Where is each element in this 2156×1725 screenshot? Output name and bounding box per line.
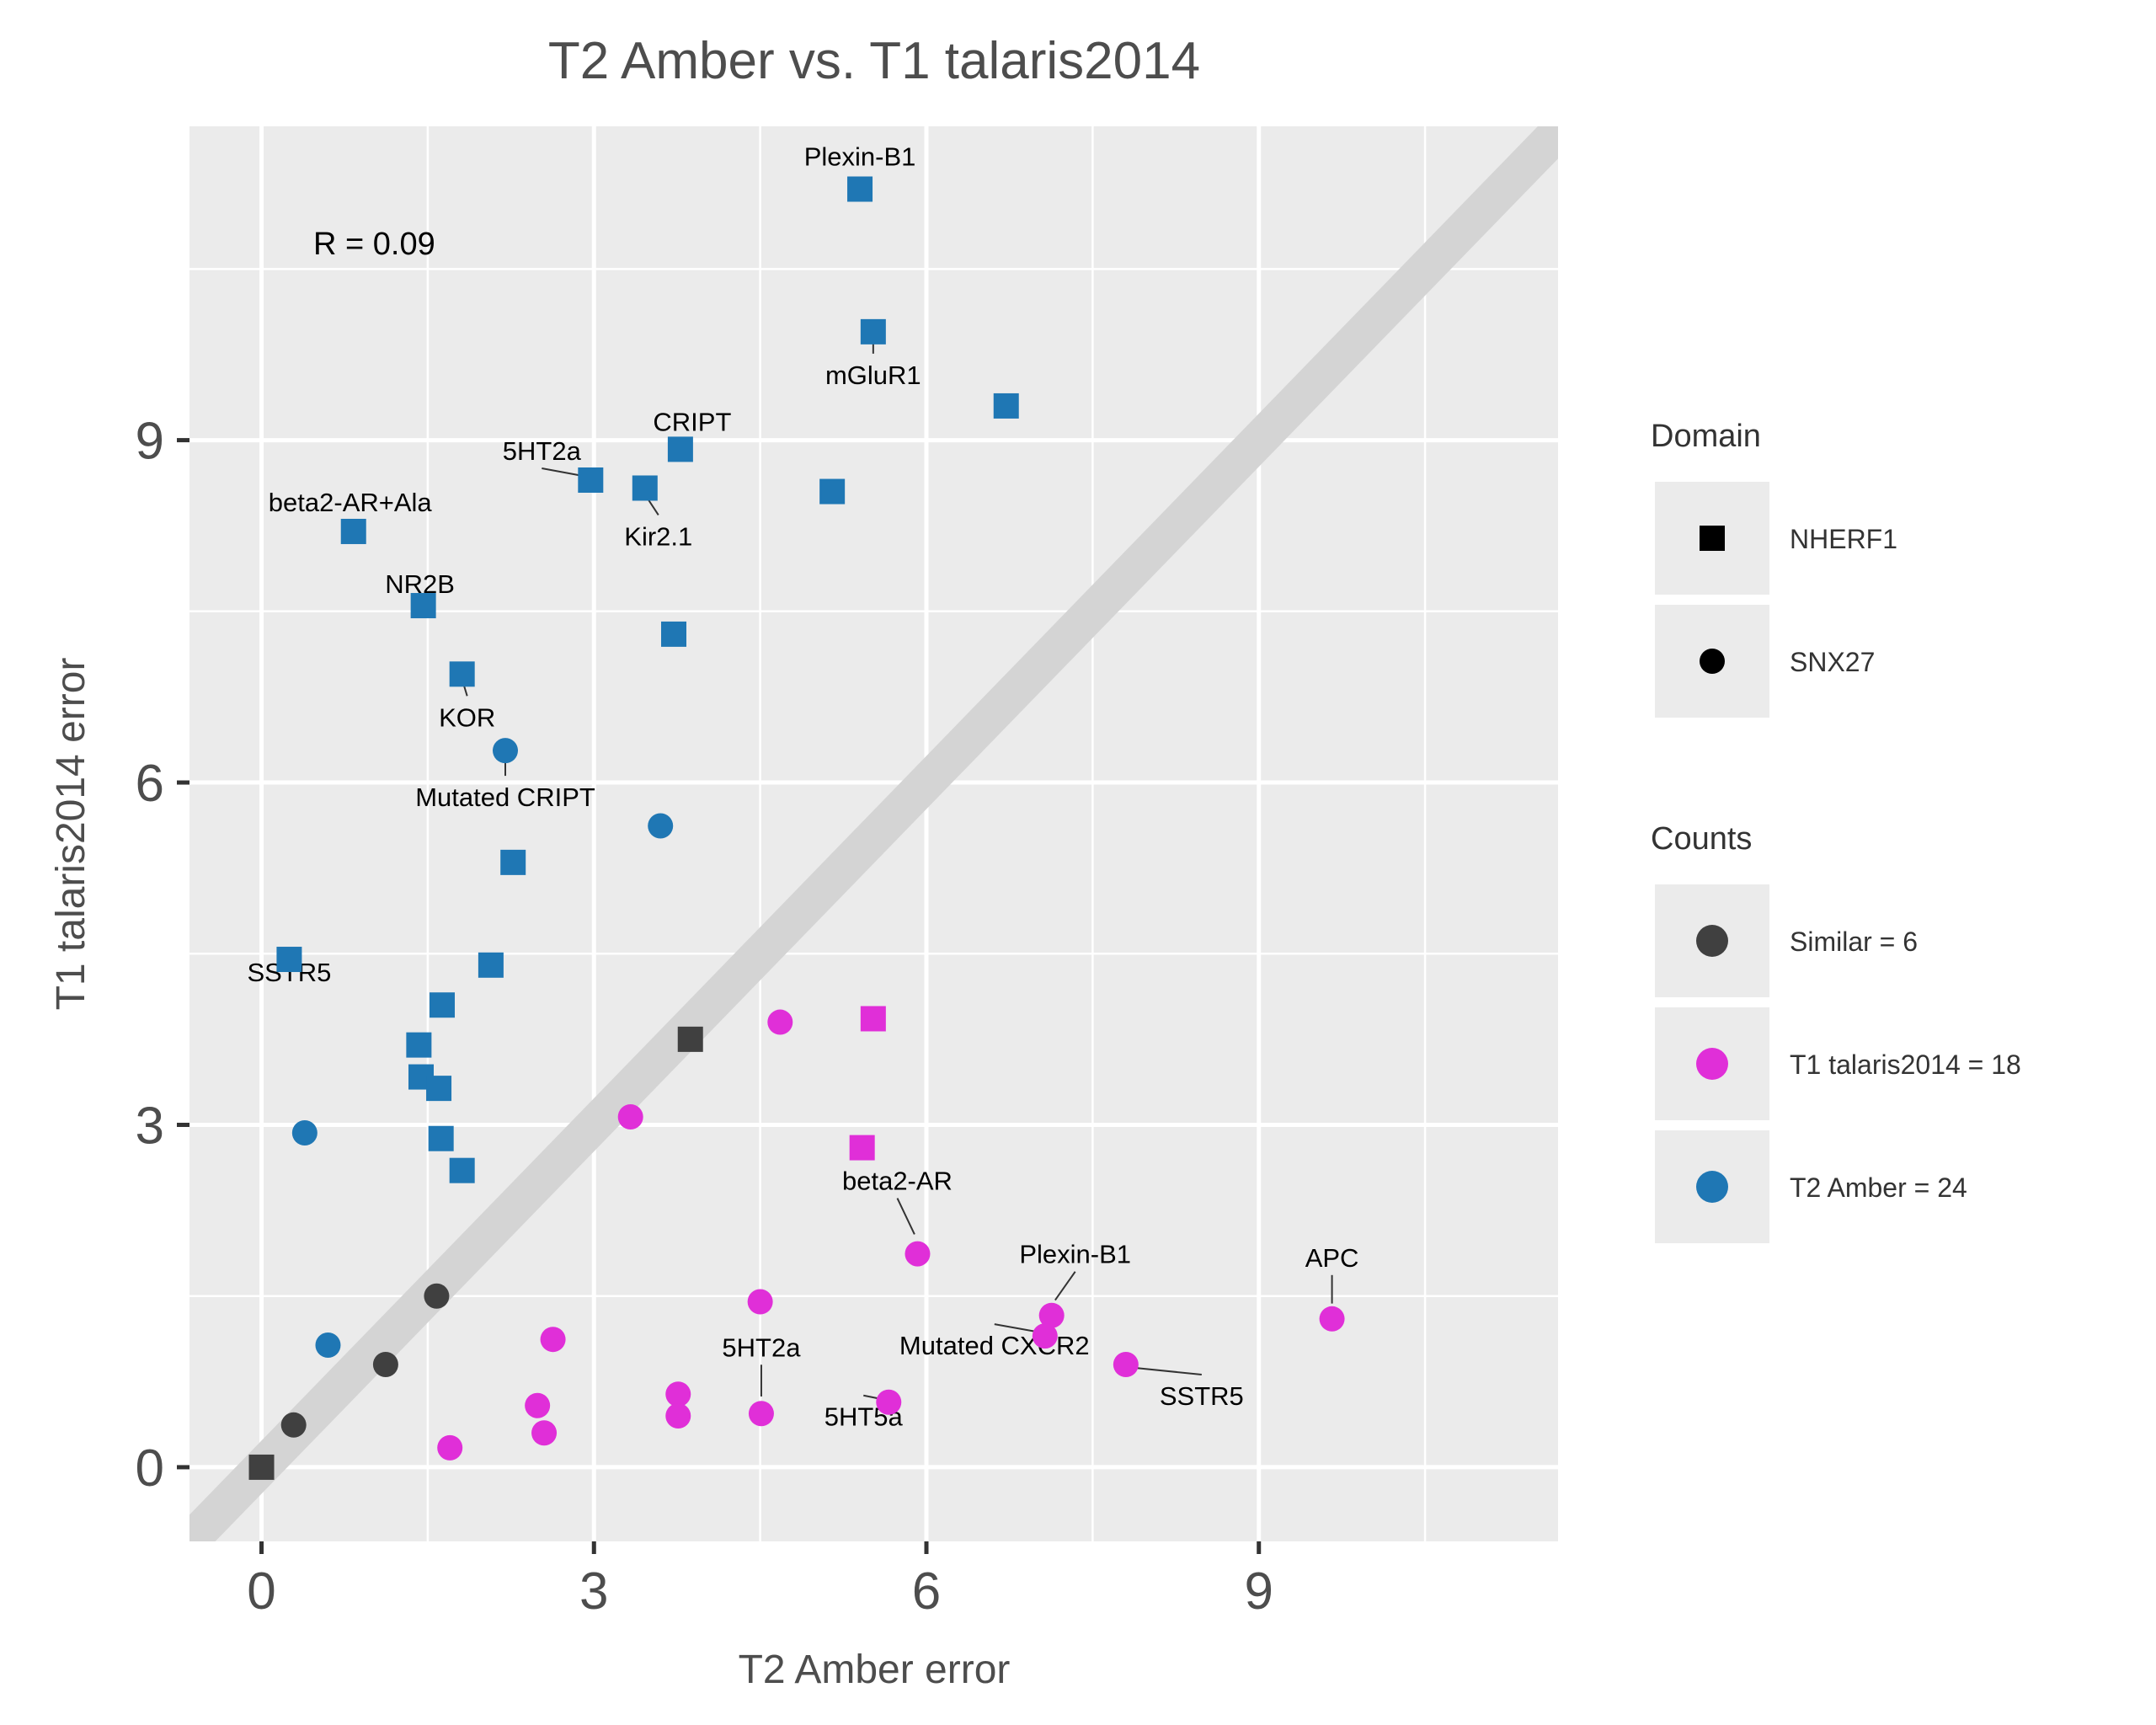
point-annotations: Plexin-B1 mGluR1 CRIPT 5HT2a Kir2.1 beta2-AR+… <box>247 142 1358 1432</box>
point-label: beta2-AR <box>842 1167 953 1196</box>
legend-label: T1 talaris2014 = 18 <box>1790 1049 2021 1080</box>
correlation-label: R = 0.09 <box>313 227 435 262</box>
point-label: mGluR1 <box>825 360 921 390</box>
point-circle <box>437 1434 463 1461</box>
point-label: CRIPT <box>653 407 731 436</box>
point-square <box>500 849 526 875</box>
point-square <box>406 1032 432 1058</box>
annotation-leader <box>1137 1367 1202 1375</box>
legend-label: T2 Amber = 24 <box>1790 1172 1967 1203</box>
identity-ribbon <box>189 126 1558 1541</box>
legend-label: Similar = 6 <box>1790 927 1918 957</box>
point-square <box>993 393 1019 419</box>
point-circle <box>525 1392 551 1418</box>
point-square <box>819 478 846 505</box>
point-circle <box>315 1332 341 1358</box>
point-square <box>410 593 436 619</box>
point-circle <box>540 1327 566 1353</box>
x-axis-label: T2 Amber error <box>739 1648 1011 1692</box>
y-tick-label: 6 <box>136 755 164 813</box>
point-square <box>340 518 366 544</box>
legend-title-counts: Counts <box>1651 821 1752 857</box>
legend-key-square <box>1700 526 1725 551</box>
annotation-leader <box>1054 1271 1076 1301</box>
legend-key-circle <box>1696 1048 1728 1080</box>
y-tick-label: 9 <box>136 413 164 471</box>
point-circle <box>424 1283 450 1309</box>
point-circle <box>291 1119 318 1146</box>
x-tick-label: 3 <box>579 1562 608 1621</box>
point-label: SSTR5 <box>1160 1381 1244 1411</box>
point-circle <box>648 813 674 839</box>
annotation-leader <box>994 1323 1038 1333</box>
legend-label: NHERF1 <box>1790 524 1897 554</box>
x-tick-label: 0 <box>247 1562 275 1621</box>
identity-line <box>189 126 1558 1541</box>
point-square <box>847 176 873 202</box>
point-label: Mutated CRIPT <box>415 782 595 812</box>
point-circle <box>531 1420 558 1446</box>
point-square <box>430 992 455 1018</box>
point-label: KOR <box>439 702 495 732</box>
point-label: beta2-AR+Ala <box>269 488 433 517</box>
point-circle <box>767 1009 793 1035</box>
y-axis-label: T1 talaris2014 error <box>49 658 93 1011</box>
point-square <box>667 436 693 462</box>
legend-label: SNX27 <box>1790 647 1875 677</box>
point-circle <box>747 1289 773 1315</box>
point-circle <box>1032 1323 1058 1349</box>
point-circle <box>748 1401 774 1427</box>
x-tick-label: 6 <box>912 1562 941 1621</box>
point-circle <box>617 1104 643 1130</box>
point-square <box>860 1006 886 1032</box>
point-square <box>860 318 886 344</box>
point-square <box>849 1135 875 1161</box>
point-label: Mutated CXCR2 <box>899 1331 1090 1360</box>
point-circle <box>1319 1306 1345 1332</box>
legend-key-circle <box>1696 925 1728 957</box>
annotation-leader <box>542 467 584 478</box>
point-label: 5HT2a <box>503 436 582 466</box>
point-circle <box>876 1389 902 1415</box>
legend-key-circle <box>1696 1171 1728 1203</box>
point-square <box>478 952 504 978</box>
point-circle <box>280 1412 307 1438</box>
point-square <box>449 1157 475 1183</box>
chart-title: T2 Amber vs. T1 talaris2014 <box>548 32 1200 90</box>
point-square <box>632 475 658 501</box>
point-circle <box>665 1402 691 1429</box>
point-square <box>661 621 686 647</box>
point-label: Kir2.1 <box>624 521 692 551</box>
point-circle <box>905 1241 931 1267</box>
point-square <box>426 1076 452 1102</box>
point-circle <box>1038 1302 1065 1328</box>
legend: Domain NHERF1 SNX27 Counts Similar = 6 T1 tal… <box>1651 419 2021 1243</box>
point-label: APC <box>1305 1243 1359 1273</box>
legend-title-domain: Domain <box>1651 419 1761 454</box>
point-label: Plexin-B1 <box>1019 1240 1131 1269</box>
data-points <box>248 176 1345 1480</box>
y-tick-label: 3 <box>136 1097 164 1155</box>
point-square <box>677 1026 703 1052</box>
legend-key-circle <box>1700 649 1725 674</box>
point-circle <box>665 1381 691 1407</box>
point-label: 5HT2a <box>722 1332 801 1362</box>
point-square <box>248 1454 275 1480</box>
point-square <box>276 947 302 973</box>
point-circle <box>1113 1352 1139 1377</box>
grid-lines <box>189 126 1558 1541</box>
point-label: Plexin-B1 <box>804 142 916 172</box>
point-square <box>449 661 475 687</box>
x-tick-label: 9 <box>1244 1562 1273 1621</box>
y-tick-label: 0 <box>136 1439 164 1498</box>
point-circle <box>372 1352 398 1377</box>
axes: 0 3 6 9 0 3 6 9 <box>136 413 1273 1621</box>
point-square <box>578 467 604 493</box>
point-circle <box>493 738 518 764</box>
point-square <box>428 1125 454 1151</box>
annotation-leader <box>896 1198 915 1235</box>
